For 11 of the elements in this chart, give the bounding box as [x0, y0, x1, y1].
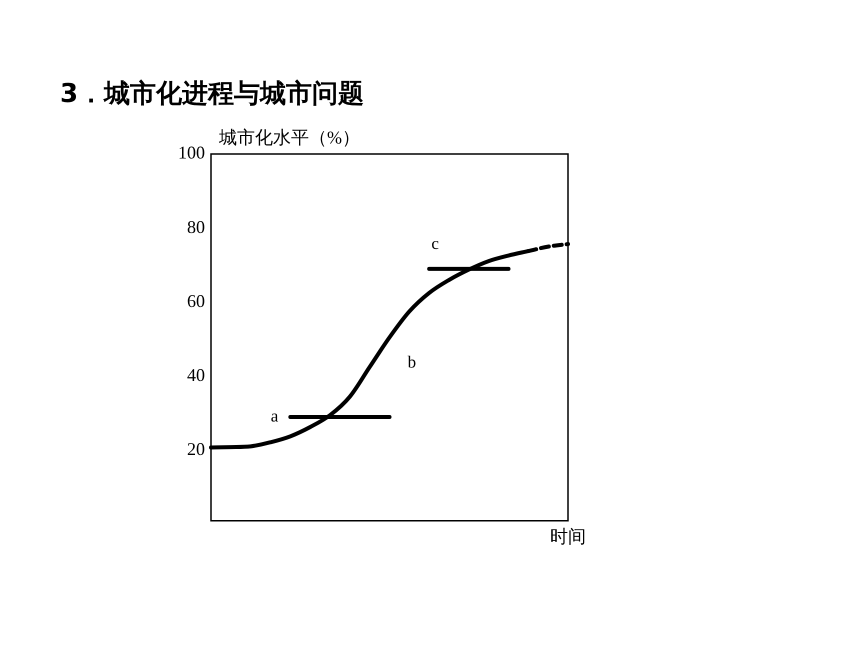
y-axis-title: 城市化水平（%）	[218, 128, 360, 148]
y-tick-label: 40	[187, 365, 205, 386]
y-tick-label: 100	[178, 142, 205, 163]
annotation: b	[408, 352, 416, 372]
y-tick-label: 20	[187, 439, 205, 460]
y-tick-label: 80	[187, 216, 205, 237]
chart-title: 3．城市化进程与城市问题	[60, 78, 364, 111]
series-label: c	[431, 234, 440, 253]
y-tick-label: 60	[187, 290, 205, 311]
x-axis-title: 时间	[550, 526, 586, 547]
series-label: a	[270, 406, 279, 426]
